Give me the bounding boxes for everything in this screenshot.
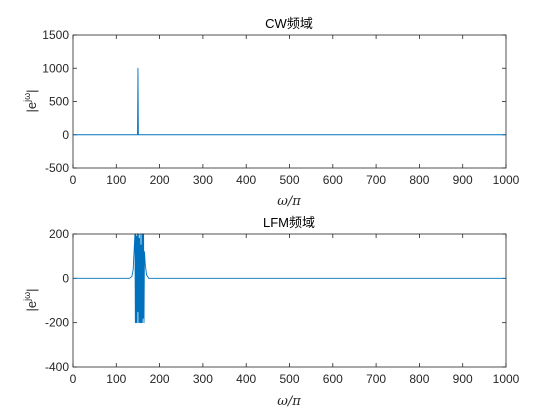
cw-plot-area — [73, 35, 506, 168]
cw-ylabel: |ejω| — [22, 89, 39, 112]
cw-subplot: CW频域 0 100 200 300 400 500 600 700 800 900 1000 -50… — [22, 16, 520, 209]
lfm-subplot: LFM频域 0 100 200 300 400 500 600 700 800 900 1000 -4… — [22, 215, 520, 409]
cw-title: CW频域 — [265, 16, 313, 31]
lfm-ytick-label: -400 — [45, 360, 69, 374]
cw-ytick-label: -500 — [45, 161, 69, 175]
cw-xtick-label: 0 — [70, 173, 77, 187]
lfm-ytick-label: 0 — [62, 271, 69, 285]
lfm-series-line — [73, 233, 506, 324]
lfm-xtick-label: 200 — [150, 372, 170, 386]
lfm-xtick-label: 300 — [193, 372, 213, 386]
cw-ytick-label: 500 — [49, 95, 69, 109]
lfm-xtick-label: 400 — [236, 372, 256, 386]
cw-xtick-label: 100 — [106, 173, 126, 187]
cw-xtick-label: 1000 — [493, 173, 520, 187]
lfm-ytick-label: -200 — [45, 316, 69, 330]
lfm-xtick-label: 0 — [70, 372, 77, 386]
cw-xtick-label: 900 — [453, 173, 473, 187]
cw-series-line — [73, 67, 506, 136]
lfm-ytick-label: 200 — [49, 227, 69, 241]
lfm-series — [73, 233, 506, 324]
lfm-xtick-label: 600 — [323, 372, 343, 386]
cw-xtick-label: 500 — [279, 173, 299, 187]
cw-xtick-label: 700 — [366, 173, 386, 187]
cw-series — [73, 67, 506, 136]
cw-xtick-label: 300 — [193, 173, 213, 187]
cw-ytick-label: 1000 — [42, 61, 69, 75]
cw-xtick-label: 200 — [150, 173, 170, 187]
lfm-xtick-label: 900 — [453, 372, 473, 386]
cw-ticks: 0 100 200 300 400 500 600 700 800 900 1000-5000500… — [42, 28, 519, 187]
lfm-xtick-label: 800 — [409, 372, 429, 386]
lfm-xtick-label: 1000 — [493, 372, 520, 386]
cw-xlabel: ω/π — [277, 194, 301, 209]
lfm-ylabel: |ejω| — [22, 288, 39, 311]
cw-ytick-label: 0 — [62, 128, 69, 142]
cw-ytick-label: 1500 — [42, 28, 69, 42]
cw-ylabel-base: |e — [24, 102, 39, 113]
lfm-ylabel-close: | — [24, 288, 39, 291]
lfm-axes-box — [72, 233, 507, 368]
lfm-xtick-label: 100 — [106, 372, 126, 386]
lfm-xtick-label: 700 — [366, 372, 386, 386]
cw-xtick-label: 800 — [409, 173, 429, 187]
cw-ylabel-close: | — [24, 89, 39, 92]
cw-axes-box — [72, 34, 507, 169]
cw-xtick-label: 600 — [323, 173, 343, 187]
cw-xtick-label: 400 — [236, 173, 256, 187]
lfm-ticks: 0 100 200 300 400 500 600 700 800 900 1000 -400 -200… — [45, 227, 520, 386]
lfm-ylabel-base: |e — [24, 301, 39, 312]
lfm-title: LFM频域 — [263, 215, 315, 230]
lfm-ylabel-sup: jω — [22, 292, 32, 302]
lfm-xtick-label: 500 — [279, 372, 299, 386]
lfm-xlabel: ω/π — [277, 394, 301, 409]
cw-ylabel-sup: jω — [22, 93, 32, 103]
